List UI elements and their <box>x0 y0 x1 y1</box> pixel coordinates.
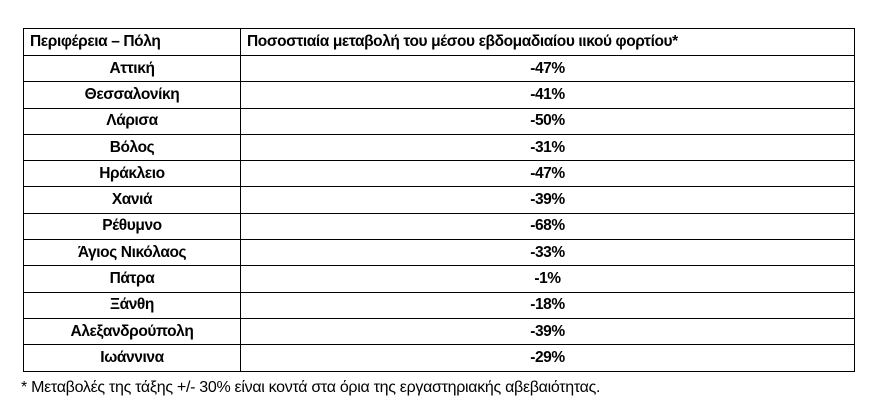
city-cell: Θεσσαλονίκη <box>23 81 241 109</box>
change-cell: -47% <box>240 160 855 188</box>
city-cell: Αττική <box>23 54 241 83</box>
table-row: Αττική -47% <box>23 54 855 83</box>
city-cell: Βόλος <box>23 133 241 162</box>
header-row: Περιφέρεια – Πόλη Ποσοστιαία μεταβολή το… <box>23 28 855 56</box>
city-cell: Λάρισα <box>23 107 241 135</box>
change-cell: -47% <box>240 54 855 83</box>
change-cell: -39% <box>240 317 855 346</box>
footnote: * Μεταβολές της τάξης +/- 30% είναι κοντ… <box>21 379 601 396</box>
change-cell: -33% <box>240 239 855 267</box>
city-cell: Πάτρα <box>23 265 241 293</box>
table-row: Βόλος -31% <box>23 133 855 162</box>
change-cell: -39% <box>240 186 855 214</box>
table-row: Αλεξανδρούπολη -39% <box>23 317 855 346</box>
table-row: Χανιά -39% <box>23 186 855 214</box>
table-row: Άγιος Νικόλαος -33% <box>23 239 855 267</box>
city-cell: Ρέθυμνο <box>23 212 241 241</box>
city-cell: Αλεξανδρούπολη <box>23 317 241 346</box>
header-percent-change: Ποσοστιαία μεταβολή του μέσου εβδομαδιαί… <box>240 28 855 56</box>
table-row: Ηράκλειο -47% <box>23 160 855 188</box>
table-row: Θεσσαλονίκη -41% <box>23 81 855 109</box>
table-row: Πάτρα -1% <box>23 265 855 293</box>
table-row: Ρέθυμνο -68% <box>23 212 855 241</box>
city-cell: Άγιος Νικόλαος <box>23 239 241 267</box>
change-cell: -68% <box>240 212 855 241</box>
change-cell: -50% <box>240 107 855 135</box>
change-cell: -29% <box>240 344 855 372</box>
city-cell: Ξάνθη <box>23 291 241 319</box>
city-cell: Ιωάννινα <box>23 344 241 372</box>
city-cell: Χανιά <box>23 186 241 214</box>
change-cell: -31% <box>240 133 855 162</box>
change-cell: -41% <box>240 81 855 109</box>
viral-load-table: Περιφέρεια – Πόλη Ποσοστιαία μεταβολή το… <box>23 28 855 372</box>
table-row: Ιωάννινα -29% <box>23 344 855 372</box>
change-cell: -18% <box>240 291 855 319</box>
table-row: Λάρισα -50% <box>23 107 855 135</box>
city-cell: Ηράκλειο <box>23 160 241 188</box>
change-cell: -1% <box>240 265 855 293</box>
header-region-city: Περιφέρεια – Πόλη <box>23 28 241 56</box>
table-row: Ξάνθη -18% <box>23 291 855 319</box>
